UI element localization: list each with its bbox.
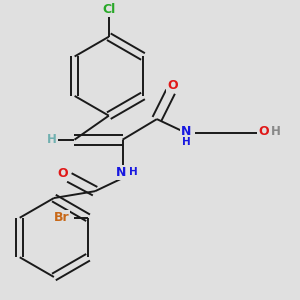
- Text: H: H: [129, 167, 138, 177]
- Text: O: O: [167, 79, 178, 92]
- Text: O: O: [58, 167, 68, 180]
- Text: Cl: Cl: [102, 3, 116, 16]
- Text: H: H: [271, 124, 281, 138]
- Text: N: N: [181, 124, 191, 138]
- Text: N: N: [116, 166, 126, 179]
- Text: O: O: [258, 124, 268, 138]
- Text: Br: Br: [53, 211, 69, 224]
- Text: H: H: [182, 137, 190, 147]
- Text: H: H: [47, 133, 57, 146]
